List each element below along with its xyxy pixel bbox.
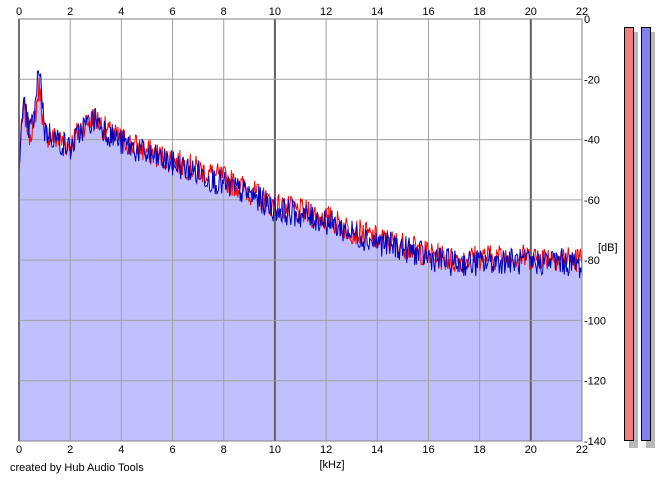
plot-border [18,18,583,442]
y-axis-label: [dB] [598,242,618,254]
x-axis-label: [kHz] [319,459,344,471]
x-tick-label-top: 16 [422,6,434,18]
level-meter-right [641,27,651,441]
x-tick-label-top: 18 [474,6,486,18]
x-tick-label-top: 22 [576,6,588,18]
credit-text: created by Hub Audio Tools [10,462,144,474]
x-tick-label-top: 12 [320,6,332,18]
x-tick-label-bottom: 12 [320,444,332,456]
x-tick-label-bottom: 0 [16,444,22,456]
x-ticks-top: 0 2 4 6 8 10 12 14 16 18 20 22 [16,6,588,18]
y-tick-label: -20 [584,74,600,86]
x-tick-label-top: 6 [169,6,175,18]
x-tick-label-top: 14 [371,6,383,18]
spectrum-fill [19,70,582,442]
x-tick-label-bottom: 6 [169,444,175,456]
level-meter-left [624,27,634,441]
y-tick-label: -140 [584,436,606,448]
x-tick-label-bottom: 2 [67,444,73,456]
x-tick-label-top: 2 [67,6,73,18]
x-tick-label-bottom: 8 [221,444,227,456]
x-tick-label-top: 8 [221,6,227,18]
y-tick-label: -80 [584,255,600,267]
x-tick-label-bottom: 14 [371,444,383,456]
y-tick-label: 0 [584,14,590,26]
x-tick-label-top: 10 [269,6,281,18]
x-tick-label-bottom: 20 [525,444,537,456]
x-ticks-bottom: 0 2 4 6 8 10 12 14 16 18 20 22 [16,444,588,456]
spectrum-area [19,70,582,442]
x-tick-label-bottom: 16 [422,444,434,456]
x-tick-label-top: 0 [16,6,22,18]
x-tick-label-top: 20 [525,6,537,18]
x-tick-label-bottom: 22 [576,444,588,456]
x-tick-label-bottom: 4 [118,444,124,456]
x-tick-label-top: 4 [118,6,124,18]
series-line-blue [18,69,583,279]
x-tick-label-bottom: 18 [474,444,486,456]
y-tick-label: -120 [584,376,606,388]
series-layer [18,69,583,279]
y-tick-label: -40 [584,135,600,147]
y-tick-label: -100 [584,315,606,327]
y-tick-label: -60 [584,195,600,207]
y-ticks: 0 -20 -40 -60 -80 -100 -120 -140 [584,14,606,448]
x-tick-label-bottom: 10 [269,444,281,456]
